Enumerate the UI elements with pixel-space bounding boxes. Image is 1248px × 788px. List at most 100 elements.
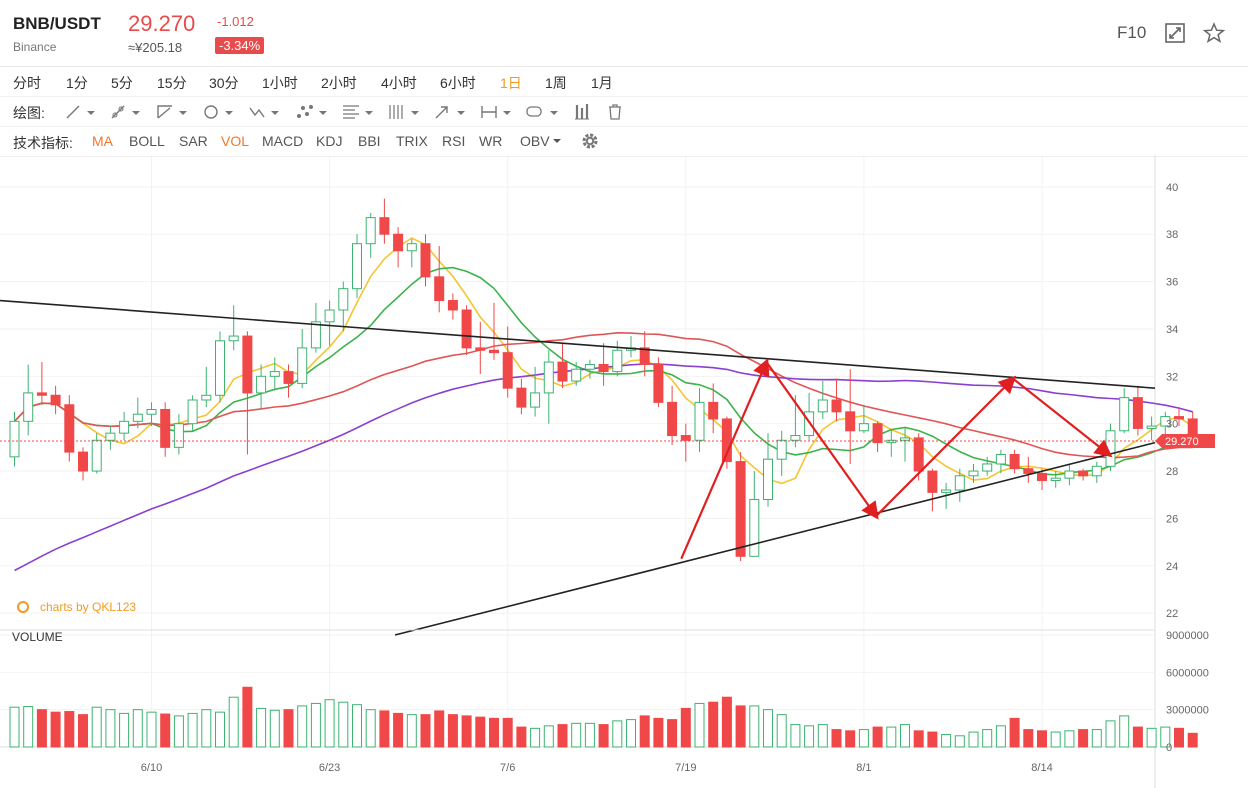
watermark: charts by QKL123 (17, 600, 136, 614)
gear-icon[interactable] (580, 131, 600, 151)
arrow-tool-icon[interactable] (432, 102, 472, 122)
price-chart[interactable]: 40 38 36 34 32 30 28 26 24 22 9000000 6000000 300000… (0, 155, 1248, 788)
candle-body (1146, 425, 1157, 429)
price-tick-label: 32 (1166, 371, 1178, 383)
candle-body (187, 399, 198, 425)
shape-tool-icon[interactable] (201, 102, 241, 122)
measure-tool-icon[interactable] (478, 102, 518, 122)
tab-period-fenshi[interactable]: 分时 (13, 75, 41, 91)
ray-tool-icon[interactable] (108, 102, 148, 122)
ticker-header: BNB/USDT Binance 29.270 ≈¥205.18 -1.012 … (0, 0, 1248, 67)
price-change-percent: -3.34% (215, 37, 265, 54)
candle-body (461, 309, 472, 349)
tab-period-1h[interactable]: 1小时 (262, 75, 298, 91)
date-tick-label: 7/19 (675, 762, 696, 774)
tab-period-6h[interactable]: 6小时 (440, 75, 476, 91)
volume-bar (269, 709, 280, 748)
candle-body (845, 411, 856, 432)
candle-body (900, 437, 910, 441)
volume-bar (804, 725, 815, 748)
volume-bar (982, 729, 993, 748)
gann-tool-icon[interactable] (386, 102, 426, 122)
candle-body (1160, 416, 1171, 427)
date-tick-label: 8/1 (856, 762, 871, 774)
volume-tick-label: 9000000 (1166, 630, 1209, 642)
indicator-bbi[interactable]: BBI (358, 133, 381, 149)
fib-tool-icon[interactable] (340, 102, 380, 122)
candle-body (160, 408, 171, 448)
exchange-name: Binance (13, 40, 57, 54)
volume-bar (954, 735, 965, 748)
volume-bar (598, 724, 609, 748)
text-tool-icon[interactable] (524, 102, 564, 122)
tab-period-5min[interactable]: 5分 (111, 75, 133, 91)
tab-period-2h[interactable]: 2小时 (321, 75, 357, 91)
indicator-kdj[interactable]: KDJ (316, 133, 343, 149)
candle-body (639, 347, 650, 365)
chart-grid (0, 155, 1156, 788)
candle-body (379, 217, 390, 235)
indicator-wr[interactable]: WR (479, 133, 503, 149)
candle-body (735, 461, 746, 557)
obv-dropdown-icon[interactable] (552, 137, 562, 145)
candle-body (406, 243, 417, 252)
line-tool-icon[interactable] (63, 102, 103, 122)
candle-body (201, 394, 212, 401)
watermark-text: charts by QKL123 (40, 600, 136, 614)
volume-bar (78, 714, 88, 748)
volume-bar (187, 712, 198, 748)
volume-bar (9, 706, 20, 748)
volume-bar (256, 707, 267, 748)
volume-bar (50, 711, 61, 748)
expand-icon[interactable] (1164, 22, 1186, 44)
volume-bar (119, 712, 130, 748)
candle-body (242, 335, 253, 394)
candle-body (790, 435, 801, 441)
tab-period-1mo[interactable]: 1月 (591, 75, 613, 91)
volume-bar (105, 709, 116, 748)
volume-bar (667, 719, 678, 748)
price-tick-label: 28 (1166, 466, 1178, 478)
candle-body (1091, 465, 1102, 477)
candle-body (1174, 416, 1184, 420)
volume-bar (324, 699, 335, 748)
date-tick-label: 6/23 (319, 762, 340, 774)
candle-body (310, 321, 321, 349)
candle-body (475, 347, 486, 351)
tab-period-1min[interactable]: 1分 (66, 75, 88, 91)
wave-tool-icon[interactable] (247, 102, 287, 122)
tab-period-15min[interactable]: 15分 (157, 75, 187, 91)
indicator-ma[interactable]: MA (92, 133, 113, 149)
tab-period-1w[interactable]: 1周 (545, 75, 567, 91)
chart-style-icon[interactable] (572, 102, 612, 122)
candle-body (1050, 477, 1061, 482)
tab-period-30min[interactable]: 30分 (209, 75, 239, 91)
symbol-title: BNB/USDT (13, 14, 101, 33)
indicator-obv[interactable]: OBV (520, 133, 550, 149)
candle-body (256, 375, 267, 394)
price-tick-label: 36 (1166, 277, 1178, 289)
volume-bar (1009, 717, 1020, 748)
f10-button[interactable]: F10 (1117, 23, 1147, 42)
candle-body (653, 363, 664, 403)
pattern-tool-icon[interactable] (293, 102, 333, 122)
indicator-rsi[interactable]: RSI (442, 133, 466, 149)
indicator-trix[interactable]: TRIX (396, 133, 428, 149)
drawing-label: 绘图: (13, 105, 45, 121)
tab-period-4h[interactable]: 4小时 (381, 75, 417, 91)
channel-tool-icon[interactable] (155, 102, 195, 122)
candle-body (297, 347, 308, 384)
star-icon[interactable] (1203, 22, 1225, 44)
indicator-boll[interactable]: BOLL (129, 133, 165, 149)
indicator-macd[interactable]: MACD (262, 133, 304, 149)
indicator-vol[interactable]: VOL (221, 133, 250, 149)
upper-trendline (0, 299, 1156, 389)
indicator-sar[interactable]: SAR (179, 133, 208, 149)
candle-body (105, 432, 116, 441)
volume-bar (831, 729, 842, 748)
candle-body (447, 300, 458, 311)
volume-bar (543, 725, 554, 748)
tab-period-1d[interactable]: 1日 (500, 75, 522, 91)
volume-bar (900, 724, 910, 748)
trash-icon[interactable] (605, 102, 645, 122)
